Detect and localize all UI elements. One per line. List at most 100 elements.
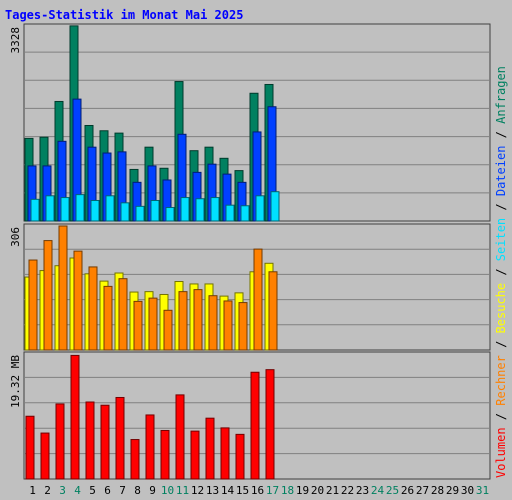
bar-rechner-day-14 bbox=[223, 300, 233, 351]
bar-seiten-day-6 bbox=[105, 195, 115, 222]
legend-separator: / bbox=[494, 261, 508, 283]
chart-legend: Volumen / Rechner / Besuche / Seiten / D… bbox=[494, 66, 508, 478]
x-tick-label: 8 bbox=[134, 484, 141, 497]
x-tick-label: 10 bbox=[161, 484, 174, 497]
bar-volumen-day-5 bbox=[85, 401, 95, 480]
bar-volumen-day-13 bbox=[205, 417, 215, 480]
bar-volumen-day-10 bbox=[160, 429, 170, 480]
panel-max-label: 19.32 MB bbox=[9, 355, 22, 408]
bar-rechner-day-11 bbox=[178, 291, 188, 351]
x-tick-label: 3 bbox=[59, 484, 66, 497]
bar-volumen-day-4 bbox=[70, 354, 80, 480]
bar-rechner-day-5 bbox=[88, 266, 98, 351]
bar-seiten-day-14 bbox=[225, 204, 235, 222]
x-tick-label: 29 bbox=[446, 484, 459, 497]
bar-rechner-day-4 bbox=[73, 250, 83, 351]
x-axis-labels: 1 2 3 4 5 6 7 8 9 10 11 12 13 14 15 16 17 18 19 20 21 22 23 24 2… bbox=[29, 484, 489, 497]
panel-volume: 19.32 MB bbox=[9, 351, 491, 480]
legend-item-rechner: Rechner bbox=[494, 355, 508, 406]
bar-seiten-day-5 bbox=[90, 199, 100, 222]
bar-rechner-day-10 bbox=[163, 309, 173, 351]
bar-volumen-day-12 bbox=[190, 430, 200, 480]
x-tick-label: 30 bbox=[461, 484, 474, 497]
bar-seiten-day-3 bbox=[60, 197, 70, 222]
x-tick-label: 16 bbox=[251, 484, 264, 497]
bar-rechner-day-13 bbox=[208, 295, 218, 351]
x-tick-label: 12 bbox=[191, 484, 204, 497]
bar-volumen-day-7 bbox=[115, 396, 125, 480]
bar-rechner-day-9 bbox=[148, 297, 158, 351]
bar-rechner-day-17 bbox=[268, 271, 278, 351]
bar-seiten-day-10 bbox=[165, 207, 175, 222]
legend-item-volumen: Volumen bbox=[494, 427, 508, 478]
bar-seiten-day-16 bbox=[255, 195, 265, 222]
bar-volumen-day-11 bbox=[175, 394, 185, 480]
x-tick-label: 20 bbox=[311, 484, 324, 497]
bar-volumen-day-15 bbox=[235, 433, 245, 480]
bar-volumen-day-16 bbox=[250, 371, 260, 480]
bar-rechner-day-6 bbox=[103, 285, 113, 351]
legend-item-dateien: Dateien bbox=[494, 146, 508, 197]
x-tick-label: 19 bbox=[296, 484, 309, 497]
bar-seiten-day-7 bbox=[120, 202, 130, 222]
panel-max-label: 306 bbox=[9, 227, 22, 247]
legend-item-seiten: Seiten bbox=[494, 218, 508, 261]
x-tick-label: 27 bbox=[416, 484, 429, 497]
bar-rechner-day-12 bbox=[193, 289, 203, 351]
bar-seiten-day-15 bbox=[240, 205, 250, 222]
x-tick-label: 17 bbox=[266, 484, 279, 497]
x-tick-label: 25 bbox=[386, 484, 399, 497]
x-tick-label: 26 bbox=[401, 484, 414, 497]
bar-seiten-day-11 bbox=[180, 197, 190, 222]
panel-max-label: 3328 bbox=[9, 27, 22, 54]
x-tick-label: 24 bbox=[371, 484, 385, 497]
bar-seiten-day-12 bbox=[195, 198, 205, 222]
bar-volumen-day-17 bbox=[265, 369, 275, 480]
bar-seiten-day-1 bbox=[30, 198, 40, 222]
legend-item-anfragen: Anfragen bbox=[494, 66, 508, 124]
bar-rechner-day-8 bbox=[133, 300, 143, 351]
x-tick-label: 7 bbox=[119, 484, 126, 497]
bar-seiten-day-9 bbox=[150, 199, 160, 222]
bar-rechner-day-16 bbox=[253, 248, 263, 351]
legend-separator: / bbox=[494, 196, 508, 218]
bar-rechner-day-3 bbox=[58, 225, 68, 351]
x-tick-label: 1 bbox=[29, 484, 36, 497]
bar-seiten-day-2 bbox=[45, 195, 55, 222]
bar-volumen-day-1 bbox=[25, 415, 35, 480]
x-tick-label: 15 bbox=[236, 484, 249, 497]
x-tick-label: 14 bbox=[221, 484, 235, 497]
x-tick-label: 23 bbox=[356, 484, 369, 497]
x-tick-label: 11 bbox=[176, 484, 189, 497]
bar-volumen-day-9 bbox=[145, 414, 155, 480]
bar-volumen-day-3 bbox=[55, 403, 65, 480]
legend-separator: / bbox=[494, 333, 508, 355]
bar-volumen-day-8 bbox=[130, 439, 140, 480]
x-tick-label: 5 bbox=[89, 484, 96, 497]
x-tick-label: 18 bbox=[281, 484, 294, 497]
chart-panels: 3328 306 19.32 MB bbox=[9, 23, 491, 480]
bar-seiten-day-17 bbox=[270, 191, 280, 222]
x-tick-label: 22 bbox=[341, 484, 354, 497]
bar-rechner-day-7 bbox=[118, 278, 128, 351]
bar-rechner-day-15 bbox=[238, 302, 248, 351]
x-tick-label: 31 bbox=[476, 484, 489, 497]
bar-volumen-day-14 bbox=[220, 427, 230, 480]
x-tick-label: 9 bbox=[149, 484, 156, 497]
x-tick-label: 4 bbox=[74, 484, 81, 497]
x-tick-label: 21 bbox=[326, 484, 339, 497]
bar-volumen-day-6 bbox=[100, 404, 110, 480]
chart-title: Tages-Statistik im Monat Mai 2025 bbox=[5, 8, 243, 22]
legend-separator: / bbox=[494, 406, 508, 428]
bar-volumen-day-2 bbox=[40, 432, 50, 480]
x-tick-label: 28 bbox=[431, 484, 444, 497]
bar-rechner-day-2 bbox=[43, 240, 53, 351]
x-tick-label: 6 bbox=[104, 484, 111, 497]
panel-hits: 3328 bbox=[9, 23, 491, 222]
bar-seiten-day-13 bbox=[210, 197, 220, 222]
bar-seiten-day-4 bbox=[75, 194, 85, 222]
bar-rechner-day-1 bbox=[28, 259, 38, 351]
panel-visits: 306 bbox=[9, 223, 491, 351]
